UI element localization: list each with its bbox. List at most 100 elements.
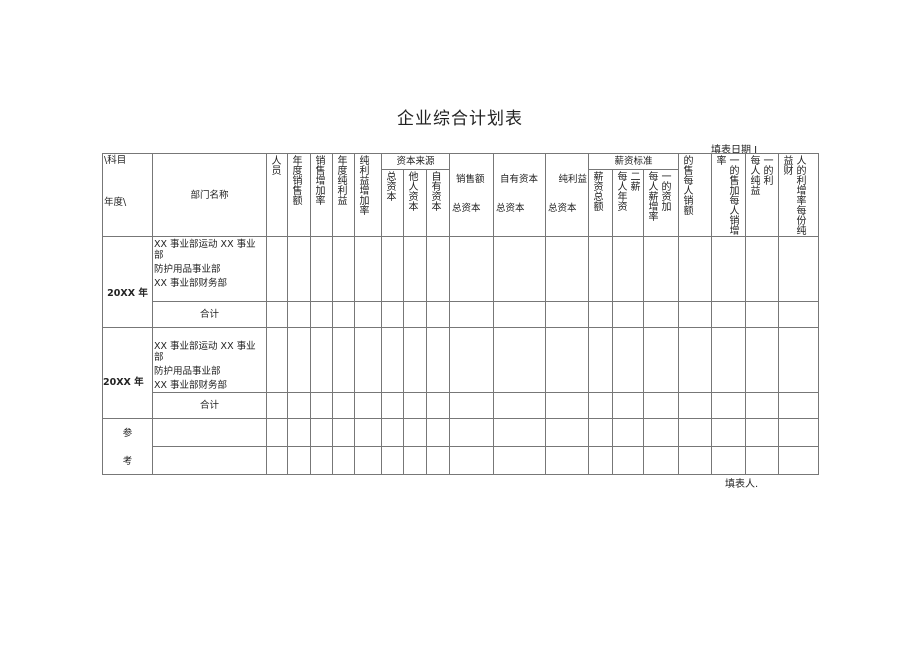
reference-input[interactable] (152, 446, 267, 475)
column-header-text: 总资本 (384, 171, 395, 201)
dept-list-cell: XX 事业部运动 XX 事业部防护用品事业部 XX 事业部财务部 (152, 327, 267, 393)
dept-name-header: 部门名称 (190, 189, 229, 201)
data-cell (403, 418, 427, 447)
year-cell: 20XX 年 (102, 327, 153, 419)
column-header-text: 人的利增率每份纯 (794, 155, 806, 235)
data-cell (354, 301, 382, 328)
data-cell (588, 392, 614, 419)
data-cell (354, 392, 382, 419)
data-cell (287, 392, 311, 419)
column-header-text: 一的资加 (659, 171, 671, 211)
plan-table: \科目 年度\ 部门名称 人员 年度销售额 销售增加率 年度纯利益 纯利益增加率 资本来源 销售额… (102, 153, 820, 475)
column-header-text: 总资本 (548, 203, 577, 214)
column-header-text: 自有资本 (429, 171, 440, 211)
data-cell (678, 446, 713, 475)
dept-name: XX 事业部运动 XX 事业部 (154, 341, 256, 363)
total-cell: 合计 (152, 301, 267, 328)
header-row: \科目 年度\ 部门名称 人员 年度销售额 销售增加率 年度纯利益 纯利益增加率 资本来源 销售额… (102, 153, 820, 237)
data-cell (381, 418, 404, 447)
reference-input[interactable] (152, 418, 267, 447)
header-column: 销售额 总资本 (449, 153, 495, 237)
data-cell (711, 327, 747, 393)
data-cell (354, 327, 382, 393)
dept-name: XX 事业部财务部 (154, 278, 228, 289)
data-cell (381, 392, 404, 419)
data-cell (449, 418, 495, 447)
column-header-text: 一的利 (761, 155, 773, 185)
column-header-text: 销售增加率 (313, 155, 324, 205)
corner-subject-label: \科目 (104, 155, 127, 166)
data-cell (612, 236, 645, 302)
column-header-text: 他人资本 (406, 171, 417, 211)
header-column: 年度纯利益 (332, 153, 355, 237)
data-cell (745, 418, 780, 447)
data-cell (381, 236, 404, 302)
data-cell (310, 392, 333, 419)
data-cell (403, 327, 427, 393)
data-cell (711, 446, 747, 475)
column-header-text: 人员 (269, 155, 280, 175)
data-cell (643, 236, 680, 302)
data-cell (287, 301, 311, 328)
column-header-text: 年度纯利益 (335, 155, 346, 205)
reference-label: 考 (122, 456, 133, 467)
column-header-text: 每人年资 (615, 171, 627, 211)
header-column: 纯利益 总资本 (545, 153, 590, 237)
data-cell (493, 327, 547, 393)
data-cell (678, 327, 713, 393)
column-header-text: 年度销售额 (290, 155, 301, 205)
data-cell (425, 301, 451, 328)
data-cell (745, 446, 780, 475)
data-cell (612, 327, 645, 393)
dept-name: XX 事业部财务部 (154, 380, 228, 391)
data-cell (643, 418, 680, 447)
data-cell (745, 392, 780, 419)
data-cell (588, 446, 614, 475)
data-cell (266, 327, 288, 393)
data-cell (612, 301, 645, 328)
column-header-text: 的售每人销额 (681, 155, 693, 215)
year-label: 20XX 年 (107, 288, 148, 299)
column-header-text: 每人纯益 (748, 155, 760, 195)
data-cell (310, 327, 333, 393)
data-cell (493, 301, 547, 328)
data-cell (287, 418, 311, 447)
dept-name: 防护用品事业部 (154, 366, 221, 377)
data-cell (449, 236, 495, 302)
column-header-text: 总资本 (452, 203, 481, 214)
header-column: 自有资本 (425, 169, 451, 237)
data-cell (778, 327, 820, 393)
data-cell (332, 418, 355, 447)
data-cell (545, 327, 590, 393)
data-cell (711, 392, 747, 419)
year-row: 20XX 年 XX 事业部运动 XX 事业部防护用品事业部 XX 事业部财务部 (102, 327, 820, 419)
data-cell (425, 236, 451, 302)
data-cell (545, 446, 590, 475)
data-cell (493, 392, 547, 419)
header-corner: \科目年度\ (102, 153, 153, 237)
header-column: 的售每人销额 (678, 153, 713, 237)
data-cell (588, 301, 614, 328)
column-header-text: 二薪 (628, 171, 640, 191)
reference-row (103, 446, 820, 475)
data-cell (588, 418, 614, 447)
data-cell (425, 327, 451, 393)
header-group-capital: 资本来源 (380, 153, 451, 170)
column-header-text: 益财 (781, 155, 793, 175)
corner-year-label: 年度\ (104, 197, 127, 208)
data-cell (588, 236, 614, 302)
header-column: 销售增加率 (310, 153, 333, 237)
data-cell (711, 301, 747, 328)
header-column: 总资本 (381, 169, 404, 237)
data-cell (381, 301, 404, 328)
header-column: 薪资总额 (588, 169, 614, 237)
data-cell (310, 301, 333, 328)
header-column: 年度销售额 (287, 153, 311, 237)
column-header-text: 总资本 (496, 203, 525, 214)
data-cell (287, 327, 311, 393)
header-column: 人员 (266, 153, 288, 237)
data-cell (449, 392, 495, 419)
header-column: 他人资本 (403, 169, 427, 237)
header-group-salary: 薪资标准 (588, 153, 680, 170)
